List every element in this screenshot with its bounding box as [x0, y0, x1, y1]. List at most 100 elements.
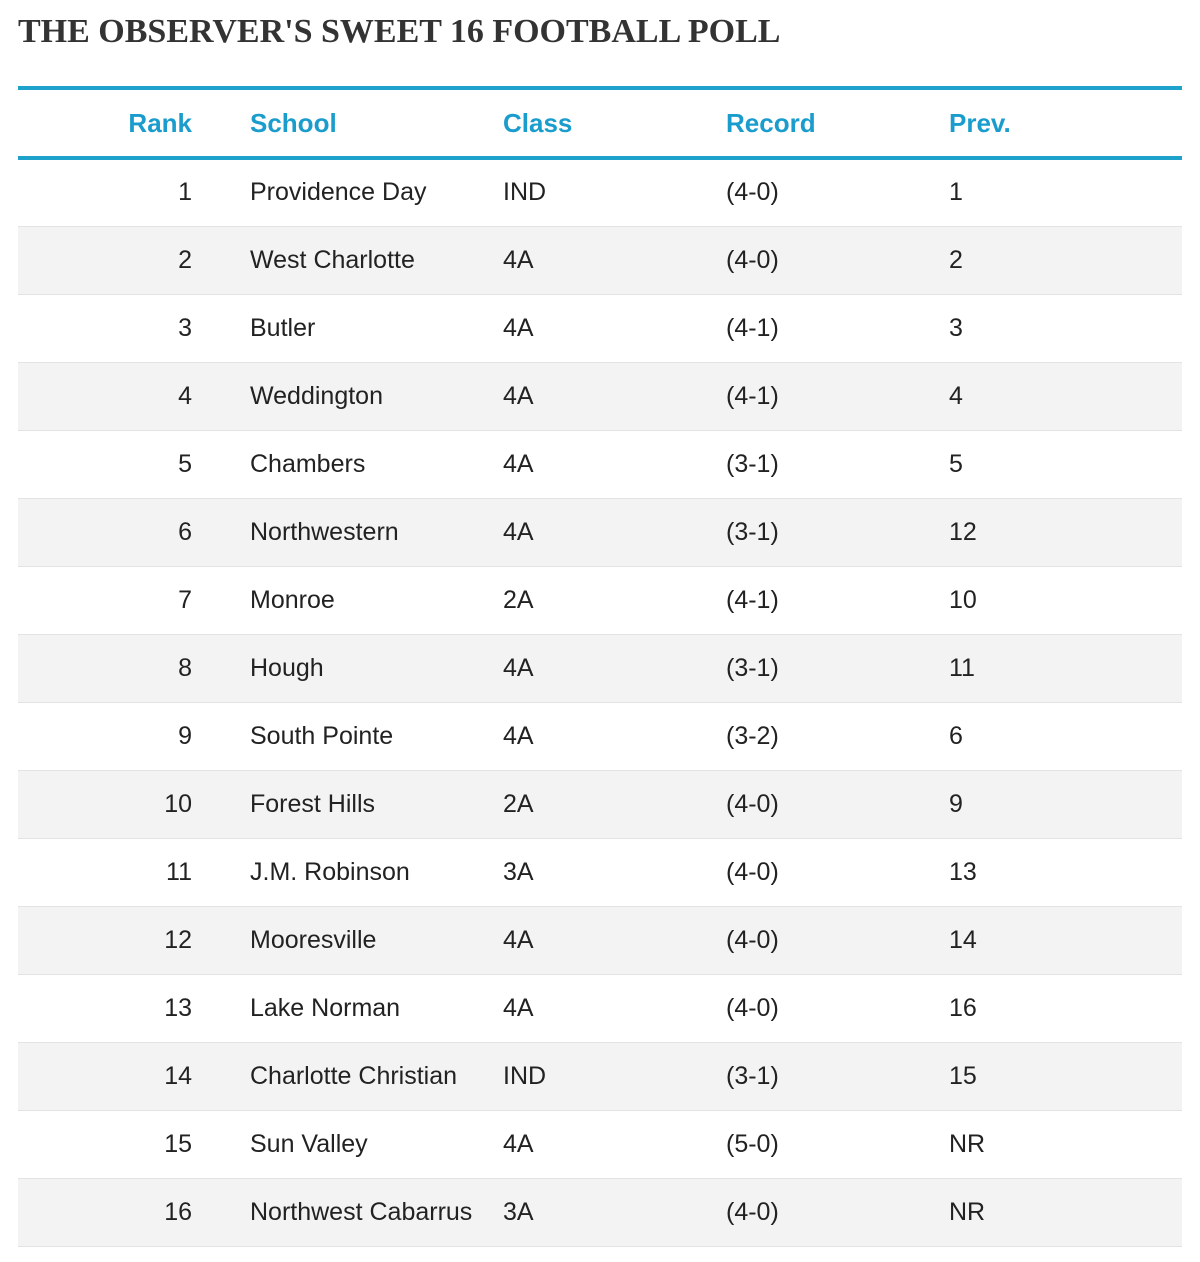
poll-body: 1 Providence Day IND (4-0) 1 2 West Charlotte 4…: [18, 158, 1182, 1247]
class-cell: 4A: [503, 1110, 726, 1179]
table-row: 15 Sun Valley 4A (5-0) NR: [18, 1110, 1182, 1179]
class-cell: 3A: [503, 1178, 726, 1247]
rank-cell: 10: [18, 770, 192, 839]
record-cell: (3-1): [726, 430, 949, 499]
class-cell: 4A: [503, 974, 726, 1043]
table-row: 2 West Charlotte 4A (4-0) 2: [18, 226, 1182, 295]
class-cell: 4A: [503, 430, 726, 499]
table-row: 6 Northwestern 4A (3-1) 12: [18, 498, 1182, 567]
record-cell: (4-0): [726, 226, 949, 295]
column-header-prev: Prev.: [949, 86, 1182, 160]
poll-table: Rank School Class Record Prev. 1 Providen…: [18, 86, 1182, 1247]
rank-cell: 7: [18, 566, 192, 635]
record-cell: (4-0): [726, 158, 949, 227]
school-cell: Butler: [192, 294, 503, 363]
school-cell: Weddington: [192, 362, 503, 431]
record-cell: (3-1): [726, 634, 949, 703]
table-row: 5 Chambers 4A (3-1) 5: [18, 430, 1182, 499]
rank-cell: 15: [18, 1110, 192, 1179]
table-row: 3 Butler 4A (4-1) 3: [18, 294, 1182, 363]
prev-cell: 12: [949, 498, 1182, 567]
prev-cell: 15: [949, 1042, 1182, 1111]
record-cell: (4-1): [726, 294, 949, 363]
prev-cell: NR: [949, 1110, 1182, 1179]
rank-cell: 2: [18, 226, 192, 295]
column-header-class: Class: [503, 86, 726, 160]
class-cell: 4A: [503, 634, 726, 703]
column-header-rank-label: Rank: [128, 107, 192, 138]
rank-cell: 12: [18, 906, 192, 975]
school-cell: Northwestern: [192, 498, 503, 567]
record-cell: (4-0): [726, 974, 949, 1043]
class-cell: 4A: [503, 702, 726, 771]
table-row: 16 Northwest Cabarrus 3A (4-0) NR: [18, 1178, 1182, 1247]
class-cell: 3A: [503, 838, 726, 907]
rank-cell: 16: [18, 1178, 192, 1247]
school-cell: Mooresville: [192, 906, 503, 975]
class-cell: 4A: [503, 906, 726, 975]
rank-cell: 6: [18, 498, 192, 567]
record-cell: (3-1): [726, 498, 949, 567]
prev-cell: NR: [949, 1178, 1182, 1247]
school-cell: Charlotte Christian: [192, 1042, 503, 1111]
table-row: 7 Monroe 2A (4-1) 10: [18, 566, 1182, 635]
prev-cell: 5: [949, 430, 1182, 499]
school-cell: Monroe: [192, 566, 503, 635]
school-cell: West Charlotte: [192, 226, 503, 295]
table-row: 9 South Pointe 4A (3-2) 6: [18, 702, 1182, 771]
rank-cell: 3: [18, 294, 192, 363]
prev-cell: 14: [949, 906, 1182, 975]
table-row: 14 Charlotte Christian IND (3-1) 15: [18, 1042, 1182, 1111]
table-row: 4 Weddington 4A (4-1) 4: [18, 362, 1182, 431]
rank-cell: 13: [18, 974, 192, 1043]
school-cell: J.M. Robinson: [192, 838, 503, 907]
class-cell: IND: [503, 1042, 726, 1111]
table-row: 1 Providence Day IND (4-0) 1: [18, 158, 1182, 227]
prev-cell: 13: [949, 838, 1182, 907]
rank-cell: 11: [18, 838, 192, 907]
rank-cell: 1: [18, 158, 192, 227]
prev-cell: 16: [949, 974, 1182, 1043]
table-row: 8 Hough 4A (3-1) 11: [18, 634, 1182, 703]
record-cell: (3-2): [726, 702, 949, 771]
record-cell: (4-1): [726, 362, 949, 431]
rank-cell: 14: [18, 1042, 192, 1111]
prev-cell: 11: [949, 634, 1182, 703]
column-header-record: Record: [726, 86, 949, 160]
record-cell: (5-0): [726, 1110, 949, 1179]
school-cell: Forest Hills: [192, 770, 503, 839]
rank-cell: 4: [18, 362, 192, 431]
school-cell: Northwest Cabarrus: [192, 1178, 503, 1247]
column-header-school: School: [192, 86, 503, 160]
prev-cell: 4: [949, 362, 1182, 431]
table-row: 12 Mooresville 4A (4-0) 14: [18, 906, 1182, 975]
record-cell: (4-0): [726, 906, 949, 975]
table-row: 11 J.M. Robinson 3A (4-0) 13: [18, 838, 1182, 907]
school-cell: Chambers: [192, 430, 503, 499]
record-cell: (4-0): [726, 770, 949, 839]
record-cell: (4-0): [726, 1178, 949, 1247]
class-cell: 4A: [503, 362, 726, 431]
rank-cell: 8: [18, 634, 192, 703]
prev-cell: 1: [949, 158, 1182, 227]
prev-cell: 2: [949, 226, 1182, 295]
column-header-rank: Rank: [18, 86, 192, 160]
school-cell: Sun Valley: [192, 1110, 503, 1179]
class-cell: 4A: [503, 294, 726, 363]
prev-cell: 3: [949, 294, 1182, 363]
school-cell: Providence Day: [192, 158, 503, 227]
rank-cell: 5: [18, 430, 192, 499]
record-cell: (3-1): [726, 1042, 949, 1111]
prev-cell: 9: [949, 770, 1182, 839]
page-title: THE OBSERVER'S SWEET 16 FOOTBALL POLL: [18, 13, 781, 50]
class-cell: 4A: [503, 226, 726, 295]
class-cell: 2A: [503, 770, 726, 839]
prev-cell: 10: [949, 566, 1182, 635]
prev-cell: 6: [949, 702, 1182, 771]
table-row: 10 Forest Hills 2A (4-0) 9: [18, 770, 1182, 839]
header-row: Rank School Class Record Prev.: [18, 86, 1182, 160]
rank-cell: 9: [18, 702, 192, 771]
class-cell: 2A: [503, 566, 726, 635]
record-cell: (4-0): [726, 838, 949, 907]
class-cell: 4A: [503, 498, 726, 567]
